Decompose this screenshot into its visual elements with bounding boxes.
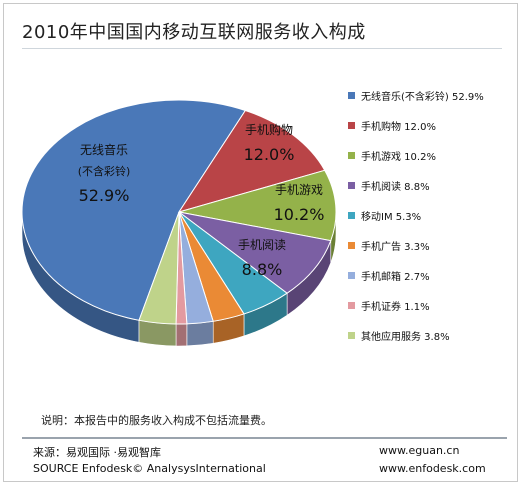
slice-label-value-1: 12.0% — [244, 145, 295, 164]
slice-label-value-0: 52.9% — [79, 186, 130, 205]
legend-label: 手机邮箱 2.7% — [361, 271, 430, 283]
legend-label: 手机证券 1.1% — [361, 301, 430, 313]
pie-slice-3 — [178, 211, 332, 294]
source-en: SOURCE Enfodesk© AnalysysInternational — [33, 462, 266, 475]
footer-divider — [22, 437, 507, 439]
legend-swatch — [348, 241, 355, 249]
pie-chart: 无线音乐 (不含彩铃) 52.9% 手机购物 12.0% 手机游戏 10.2% 手机阅读 8.8… — [21, 99, 337, 347]
legend-swatch — [348, 211, 355, 219]
legend-item: 其他应用服务 3.8% — [348, 328, 450, 343]
legend-label: 手机购物 12.0% — [361, 121, 436, 133]
legend-label: 其他应用服务 3.8% — [361, 331, 450, 343]
legend-swatch — [348, 151, 355, 159]
pie-group: 无线音乐 (不含彩铃) 52.9% 手机购物 12.0% 手机游戏 10.2% 手机阅读 8.8… — [21, 99, 337, 347]
slice-label-sub-0: (不含彩铃) — [78, 164, 131, 178]
legend-swatch — [348, 181, 355, 189]
legend-item: 手机证券 1.1% — [348, 298, 430, 313]
footnote: 说明：本报告中的服务收入构成不包括流量费。 — [41, 414, 272, 427]
chart-title: 2010年中国国内移动互联网服务收入构成 — [22, 22, 366, 43]
slice-label-name-3: 手机阅读 — [238, 238, 286, 252]
pie-slice-1 — [177, 109, 326, 213]
chart-frame: 2010年中国国内移动互联网服务收入构成 无线音乐 (不含彩铃) 52.9% 手机购物… — [3, 3, 518, 482]
legend-item: 手机阅读 8.8% — [348, 178, 430, 193]
url-enfodesk[interactable]: www.enfodesk.com — [379, 462, 486, 475]
slice-label-value-2: 10.2% — [274, 205, 325, 224]
slice-label-name-0: 无线音乐 — [80, 142, 128, 157]
slice-label-name-2: 手机游戏 — [275, 183, 323, 197]
slice-label-value-3: 8.8% — [242, 260, 283, 279]
legend-swatch — [348, 301, 355, 309]
url-eguan[interactable]: www.eguan.cn — [379, 444, 460, 457]
legend-item: 手机游戏 10.2% — [348, 148, 436, 163]
legend-item: 手机邮箱 2.7% — [348, 268, 430, 283]
legend-label: 手机广告 3.3% — [361, 241, 430, 253]
pie-slice-2 — [178, 169, 337, 242]
legend-item: 无线音乐(不含彩铃) 52.9% — [348, 88, 484, 103]
legend-label: 手机游戏 10.2% — [361, 151, 436, 163]
legend-item: 手机广告 3.3% — [348, 238, 430, 253]
legend-item: 手机购物 12.0% — [348, 118, 436, 133]
pie-slice-8 — [138, 211, 180, 325]
pie-slice-0 — [21, 99, 247, 321]
pie-side-7 — [175, 323, 188, 347]
legend-item: 移动IM 5.3% — [348, 208, 422, 223]
source-cn: 来源：易观国际 ·易观智库 — [33, 446, 161, 459]
legend-swatch — [348, 91, 355, 99]
legend-label: 无线音乐(不含彩铃) 52.9% — [361, 91, 484, 103]
pie-side-6 — [186, 320, 214, 347]
legend-swatch — [348, 331, 355, 339]
title-divider — [22, 48, 502, 49]
legend-label: 手机阅读 8.8% — [361, 181, 430, 193]
slice-label-name-1: 手机购物 — [245, 122, 293, 137]
legend-swatch — [348, 121, 355, 129]
legend-swatch — [348, 271, 355, 279]
legend-label: 移动IM 5.3% — [361, 211, 422, 223]
